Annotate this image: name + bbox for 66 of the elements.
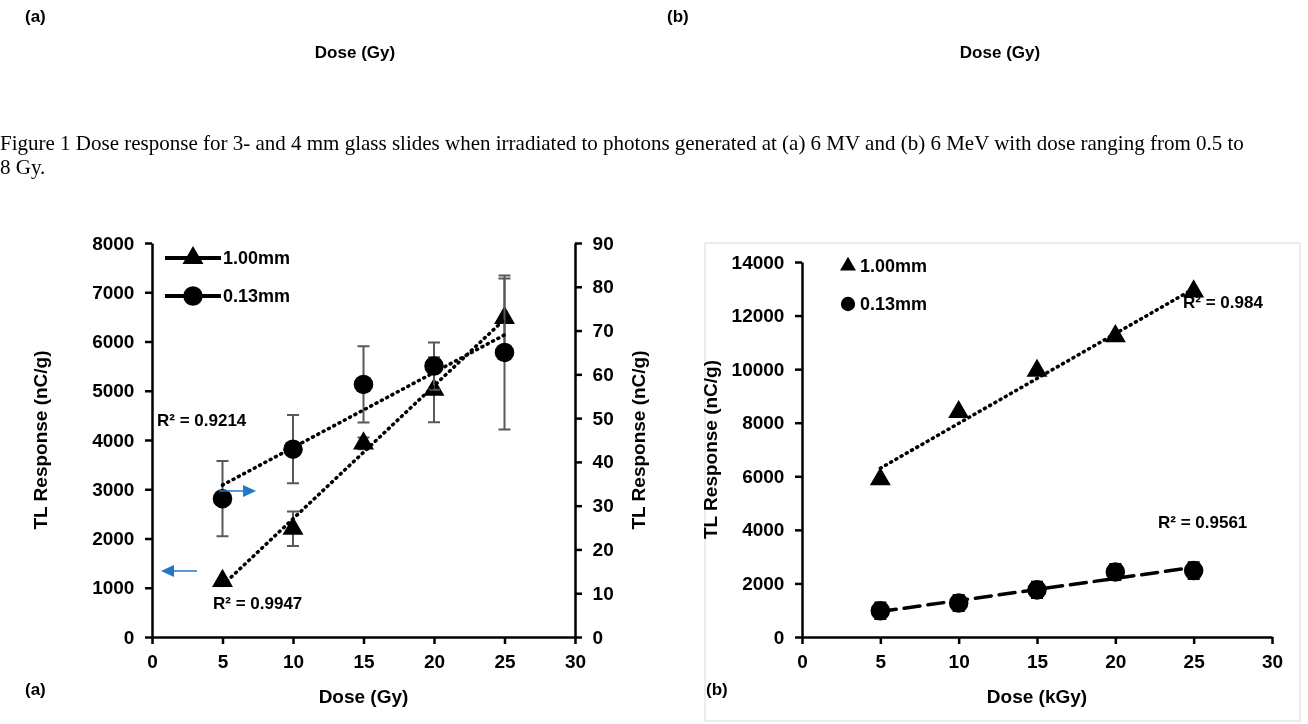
legend-label: 0.13mm (860, 294, 928, 315)
x-tick-label: 20 (1105, 650, 1127, 672)
y-tick-label: 8000 (92, 232, 135, 254)
text: Dose (Gy) (314, 43, 396, 62)
x-axis-title: Dose (kGy) (986, 686, 1088, 707)
y-tick-label: 4000 (742, 519, 785, 541)
annotation: R² = 0.9214 (157, 411, 247, 430)
x-tick-label: 5 (217, 650, 229, 672)
y-tick-label: 0 (123, 626, 135, 648)
point (494, 342, 515, 363)
y-tick-label: 6000 (742, 465, 785, 487)
x-tick-label: 25 (1183, 650, 1206, 672)
text: (a) (25, 7, 46, 26)
y2-axis-title: TL Response (nC/g) (628, 350, 649, 530)
point (212, 488, 233, 509)
y-tick-label: 12000 (731, 305, 785, 327)
x-tick-label: 5 (875, 650, 887, 672)
y-tick-label: 0 (773, 626, 785, 648)
annotation: R² = 0.9947 (213, 594, 303, 613)
y2-tick-label: 40 (592, 451, 614, 473)
y2-tick-label: 30 (592, 495, 614, 517)
y-tick-label: 14000 (731, 251, 785, 273)
y2-tick-label: 70 (592, 320, 614, 342)
x-tick-label: 25 (494, 650, 516, 672)
y-tick-label: 8000 (742, 412, 785, 434)
x-tick-label: 0 (797, 650, 808, 672)
x-tick-label: 15 (1026, 650, 1049, 672)
y-tick-label: 10000 (731, 358, 785, 380)
x-tick-label: 15 (353, 650, 375, 672)
point (353, 374, 374, 395)
y2-tick-label: 10 (592, 582, 614, 604)
legend-label: 1.00mm (860, 256, 928, 277)
text: (b) (706, 680, 728, 699)
y-axis-title: TL Response (nC/g) (30, 350, 51, 530)
y2-tick-label: 90 (592, 232, 614, 254)
y2-tick-label: 80 (592, 276, 614, 298)
y2-tick-label: 50 (592, 407, 614, 429)
x-tick-label: 30 (1261, 650, 1284, 672)
x-tick-label: 30 (564, 650, 587, 672)
x-tick-label: 0 (147, 650, 158, 672)
annotation: R² = 0.9561 (1158, 513, 1248, 532)
y-axis-title: TL Response (nC/g) (700, 359, 721, 540)
text: (a) (25, 680, 46, 699)
y-tick-label: 3000 (92, 478, 135, 500)
point (869, 467, 891, 486)
legend-label: 0.13mm (223, 286, 291, 307)
y-tick-label: 2000 (742, 573, 785, 595)
text: Dose (Gy) (959, 43, 1041, 62)
y-tick-label: 6000 (92, 331, 135, 353)
y-tick-label: 5000 (92, 380, 135, 402)
y2-tick-label: 60 (592, 363, 614, 385)
caption: Figure 1 Dose response for 3- and 4 mm glass slides when irradiated to photons generated at (a) 6 MV and (b) 6 MeV with dose ranging from 0.5 to 8 Gy. (0, 131, 1244, 180)
y2-tick-label: 0 (592, 626, 604, 648)
x-tick-label: 10 (948, 650, 970, 672)
point (948, 399, 970, 419)
point (1026, 358, 1048, 377)
legend-label: 1.00mm (223, 248, 291, 269)
x-tick-label: 20 (423, 650, 446, 672)
y-tick-label: 4000 (92, 429, 135, 451)
x-tick-label: 10 (282, 650, 305, 672)
text: (b) (667, 7, 689, 26)
y-tick-label: 1000 (92, 577, 135, 599)
y-tick-label: 2000 (92, 528, 135, 550)
y2-tick-label: 20 (592, 539, 614, 561)
y-tick-label: 7000 (92, 281, 135, 303)
x-axis-title: Dose (Gy) (318, 686, 409, 707)
